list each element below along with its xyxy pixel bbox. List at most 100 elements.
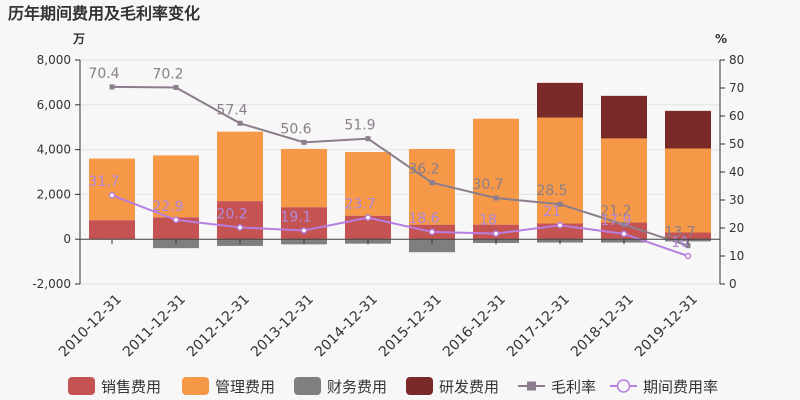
expense-rate-point (236, 224, 244, 231)
left-tick-label: -2,000 (32, 277, 71, 291)
legend-label: 财务费用 (327, 378, 387, 396)
right-tick-label: 20 (729, 221, 744, 235)
x-tick-label: 2016-12-31 (440, 292, 509, 361)
x-tick-label: 2010-12-31 (56, 292, 125, 361)
gross-margin-point (621, 222, 627, 228)
right-tick-label: 80 (729, 53, 744, 67)
expense-rate-label: 18 (479, 213, 497, 229)
legend-label: 研发费用 (439, 378, 499, 396)
legend-label: 管理费用 (215, 378, 275, 396)
gross-margin-point (237, 120, 243, 126)
right-y-axis: 0 10 20 30 40 50 60 70 80 (719, 53, 744, 291)
x-tick-label: 2012-12-31 (184, 292, 253, 361)
left-tick-label: 6,000 (37, 98, 71, 112)
right-tick-label: 60 (729, 109, 744, 123)
expense-rate-label: 19.1 (280, 210, 311, 226)
expense-rate-point (428, 228, 436, 236)
bar-segment (281, 207, 327, 240)
gross-margin-label: 70.2 (152, 66, 183, 82)
expense-rate-point (620, 230, 628, 238)
gross-margin-point (685, 243, 691, 249)
gross-margin-point (301, 139, 307, 145)
left-axis-unit: 万 (72, 32, 85, 46)
left-tick-label: 0 (63, 232, 71, 246)
expense-rate-label: 20.2 (216, 206, 247, 222)
legend-swatch (68, 377, 95, 395)
x-tick-label: 2017-12-31 (504, 292, 573, 361)
gross-margin-label: 51.9 (344, 118, 375, 134)
gross-margin-point (109, 84, 115, 90)
gross-margin-label: 57.4 (216, 102, 247, 118)
left-tick-label: 4,000 (37, 143, 71, 157)
gross-margin-label: 70.4 (88, 66, 119, 82)
gross-margin-label: 30.7 (472, 177, 503, 193)
legend-swatch (406, 377, 433, 395)
legend-label: 期间费用率 (643, 378, 718, 396)
right-tick-label: 40 (729, 165, 744, 179)
legend-marker (527, 381, 536, 391)
line-series: 70.4 70.2 57.4 50.6 51.9 36.2 30.7 28.5 21.2 13.7… (88, 66, 696, 260)
gross-margin-point (365, 136, 371, 142)
bar-segment (281, 148, 327, 208)
x-tick-label: 2018-12-31 (568, 292, 637, 361)
x-tick-label: 2013-12-31 (248, 292, 317, 361)
expense-rate-label: 22.9 (152, 199, 183, 215)
expense-rate-label: 10 (671, 235, 689, 251)
bar-segment (473, 118, 519, 225)
right-axis-unit: % (715, 32, 727, 46)
gross-margin-point (493, 195, 499, 201)
gross-margin-point (173, 84, 179, 90)
expense-rate-point (364, 214, 372, 221)
bar-segment (89, 220, 135, 240)
x-tick-label: 2011-12-31 (120, 292, 189, 361)
right-tick-label: 30 (729, 193, 744, 207)
left-tick-label: 8,000 (37, 53, 71, 67)
gross-margin-label: 13.7 (664, 225, 695, 241)
expense-rate-label: 21 (543, 204, 561, 220)
left-tick-label: 2,000 (37, 187, 71, 201)
gross-margin-point (429, 180, 435, 186)
expense-rate-point (300, 227, 308, 234)
legend-swatch (294, 377, 321, 395)
bar-segment (601, 95, 647, 139)
bar-segment (345, 215, 391, 240)
right-tick-label: 0 (729, 277, 737, 291)
expense-rate-label: 23.7 (344, 197, 375, 213)
expense-rate-label: 18.6 (408, 211, 439, 227)
bar-segment (345, 152, 391, 216)
expense-rate-point (108, 191, 116, 199)
right-tick-label: 70 (729, 81, 744, 95)
bar-segment (153, 217, 199, 240)
legend: 销售费用 管理费用 财务费用 研发费用 毛利率 期间费用率 (68, 377, 718, 396)
bar-segment (217, 201, 263, 240)
gross-margin-label: 36.2 (408, 162, 439, 178)
bar-segment (153, 155, 199, 218)
bar-segment (665, 148, 711, 233)
x-tick-label: 2015-12-31 (376, 292, 445, 361)
legend-label: 销售费用 (101, 378, 161, 396)
gross-margin-point (557, 201, 563, 207)
right-tick-label: 50 (729, 137, 744, 151)
x-axis: 2010-12-312011-12-312012-12-312013-12-31… (56, 238, 720, 361)
expense-rate-label: 31.7 (88, 174, 119, 190)
right-tick-label: 10 (729, 249, 744, 263)
bar-segment (601, 138, 647, 223)
gross-margin-label: 28.5 (536, 183, 567, 199)
bar-segment (89, 158, 135, 221)
left-y-axis: -2,000 0 2,000 4,000 6,000 8,000 (32, 53, 81, 291)
bar-segment (409, 239, 455, 253)
expense-rate-label: 17.9 (600, 213, 631, 229)
expense-rate-point (684, 252, 692, 260)
bar-segment (665, 232, 711, 240)
expense-rate-point (172, 216, 180, 224)
legend-label: 毛利率 (551, 378, 596, 396)
x-tick-label: 2019-12-31 (632, 292, 701, 361)
expense-rate-point (556, 221, 564, 229)
line-path (111, 85, 689, 247)
legend-swatch (182, 377, 209, 395)
bar-segment (537, 82, 583, 118)
expense-rate-point (492, 230, 500, 237)
chart-title: 历年期间费用及毛利率变化 (8, 4, 200, 23)
bar-segment (665, 110, 711, 149)
